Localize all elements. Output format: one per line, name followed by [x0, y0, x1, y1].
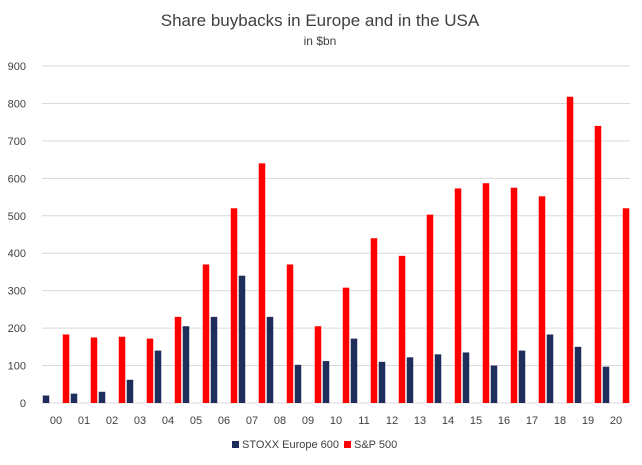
grid-layer	[42, 65, 630, 404]
bar-stoxx-europe-600	[546, 334, 554, 403]
x-tick-label: 07	[246, 415, 258, 427]
bar-stoxx-europe-600	[98, 391, 106, 403]
y-tick-label: 700	[8, 136, 26, 148]
legend: STOXX Europe 600 S&P 500	[232, 439, 397, 451]
x-tick-label: 05	[190, 415, 202, 427]
y-tick-label: 600	[8, 173, 26, 185]
y-tick-label: 0	[20, 398, 26, 410]
bar-stoxx-europe-600	[462, 352, 470, 403]
bar-sp-500	[90, 337, 98, 403]
x-tick-label: 16	[498, 415, 510, 427]
bar-stoxx-europe-600	[70, 393, 78, 403]
x-tick-label: 13	[414, 415, 426, 427]
x-tick-label: 09	[302, 415, 314, 427]
x-tick-label: 00	[50, 415, 62, 427]
chart-title: Share buybacks in Europe and in the USA	[161, 11, 480, 30]
bar-stoxx-europe-600	[42, 395, 50, 403]
bar-sp-500	[622, 208, 630, 403]
x-axis-ticks: 00 01 02 03 04 05 06 07 08 09 10 11 12 13 14 15 16 17 18 19…	[50, 415, 622, 427]
bar-sp-500	[286, 264, 294, 403]
legend-swatch	[232, 441, 239, 448]
bar-sp-500	[538, 196, 546, 403]
bar-sp-500	[202, 264, 210, 403]
legend-label: STOXX Europe 600	[242, 439, 339, 451]
bar-sp-500	[230, 208, 238, 403]
x-tick-label: 01	[78, 415, 90, 427]
legend-swatch	[344, 441, 351, 448]
bar-sp-500	[118, 336, 126, 403]
bar-stoxx-europe-600	[126, 379, 134, 403]
bar-stoxx-europe-600	[350, 338, 358, 403]
y-tick-label: 500	[8, 211, 26, 223]
bar-stoxx-europe-600	[434, 354, 442, 403]
bar-sp-500	[594, 125, 602, 404]
x-tick-label: 08	[274, 415, 286, 427]
bar-sp-500	[398, 255, 406, 403]
bar-stoxx-europe-600	[602, 366, 610, 403]
bar-sp-500	[370, 238, 378, 403]
bar-stoxx-europe-600	[238, 275, 246, 403]
bar-stoxx-europe-600	[210, 316, 218, 403]
bar-sp-500	[174, 316, 182, 403]
y-tick-label: 900	[8, 61, 26, 73]
x-tick-label: 03	[134, 415, 146, 427]
bar-stoxx-europe-600	[266, 316, 274, 403]
bar-stoxx-europe-600	[182, 326, 190, 403]
y-tick-label: 400	[8, 248, 26, 260]
x-tick-label: 18	[554, 415, 566, 427]
x-tick-label: 02	[106, 415, 118, 427]
x-tick-label: 20	[610, 415, 622, 427]
x-tick-label: 06	[218, 415, 230, 427]
bar-sp-500	[482, 183, 490, 403]
bar-sp-500	[510, 187, 518, 403]
bar-sp-500	[454, 188, 462, 403]
x-tick-label: 12	[386, 415, 398, 427]
bar-sp-500	[258, 163, 266, 403]
bar-sp-500	[426, 214, 434, 403]
x-tick-label: 04	[162, 415, 174, 427]
bar-sp-500	[314, 326, 322, 403]
legend-label: S&P 500	[354, 439, 397, 451]
bar-stoxx-europe-600	[294, 364, 302, 403]
bar-stoxx-europe-600	[574, 346, 582, 403]
bars-layer	[42, 96, 630, 404]
bar-sp-500	[146, 338, 154, 403]
y-tick-label: 200	[8, 323, 26, 335]
y-axis-ticks: 0 100 200 300 400 500 600 700 800 900	[8, 61, 26, 410]
bar-stoxx-europe-600	[322, 361, 330, 403]
bar-stoxx-europe-600	[490, 365, 498, 403]
bar-stoxx-europe-600	[378, 361, 386, 403]
y-tick-label: 800	[8, 98, 26, 110]
x-tick-label: 14	[442, 415, 454, 427]
x-tick-label: 10	[330, 415, 342, 427]
x-tick-label: 11	[358, 415, 369, 427]
y-tick-label: 100	[8, 361, 26, 373]
bar-stoxx-europe-600	[518, 350, 526, 403]
bar-sp-500	[62, 334, 70, 403]
bar-stoxx-europe-600	[406, 357, 414, 403]
bar-sp-500	[566, 96, 574, 404]
x-tick-label: 17	[526, 415, 538, 427]
bar-sp-500	[342, 287, 350, 403]
chart-subtitle: in $bn	[304, 34, 337, 48]
x-tick-label: 19	[582, 415, 594, 427]
bar-stoxx-europe-600	[154, 350, 162, 403]
x-tick-label: 15	[470, 415, 482, 427]
y-tick-label: 300	[8, 286, 26, 298]
